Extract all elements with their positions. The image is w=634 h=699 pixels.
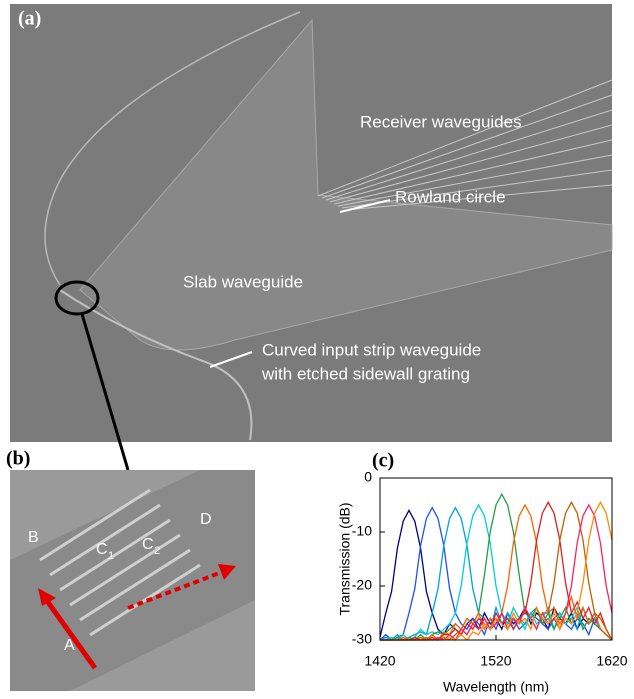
waveguide (44, 11, 301, 286)
arrow-head (218, 564, 236, 580)
arrow-dashed (127, 570, 223, 610)
panel-label: (b) (6, 448, 30, 470)
x-tick-label: 1620 (596, 653, 627, 669)
annotation: C (142, 536, 154, 553)
panel-label: (a) (18, 8, 41, 30)
y-tick-label: 0 (364, 469, 372, 485)
annotation: C (96, 541, 108, 558)
plot-frame (379, 477, 613, 641)
spectrum-line (380, 500, 613, 641)
annotation-sub: 2 (154, 545, 160, 557)
zoom-line (80, 313, 130, 471)
annotation: Receiver waveguides (360, 112, 522, 131)
chart: -30 -20 -10 0 1420 1520 1620 Wavelength (nm) Tra… (337, 469, 628, 695)
slab-shape (79, 18, 613, 351)
spectrum-line (380, 503, 613, 641)
input-waveguide (59, 289, 253, 441)
y-tick-label: -30 (352, 631, 372, 647)
spectrum-line (379, 506, 613, 641)
annotation: A (64, 637, 75, 654)
receiver-lines (317, 79, 613, 211)
annotation: with etched sidewall grating (261, 364, 470, 383)
x-tick-label: 1520 (480, 653, 511, 669)
spectrum-line (379, 506, 613, 641)
pointer (339, 199, 391, 213)
panel-label: (c) (372, 450, 394, 472)
spectrum-line (379, 509, 613, 641)
pointer (209, 351, 253, 368)
x-axis-label: Wavelength (nm) (443, 679, 549, 695)
arrow-head (38, 588, 56, 606)
annotation: Rowland circle (395, 187, 506, 206)
y-tick-label: -10 (352, 523, 372, 539)
annotation: B (28, 529, 39, 546)
annotation: Slab waveguide (183, 272, 303, 291)
zoom-circle (54, 280, 100, 316)
annotation-sub: 1 (108, 550, 114, 562)
annotation: D (200, 511, 212, 528)
annotation: Curved input strip waveguide (262, 340, 481, 359)
grating (39, 488, 201, 637)
y-tick-label: -20 (352, 577, 372, 593)
y-axis-label: Transmission (dB) (337, 502, 353, 615)
arrow-a (42, 596, 98, 670)
x-tick-label: 1420 (364, 653, 395, 669)
